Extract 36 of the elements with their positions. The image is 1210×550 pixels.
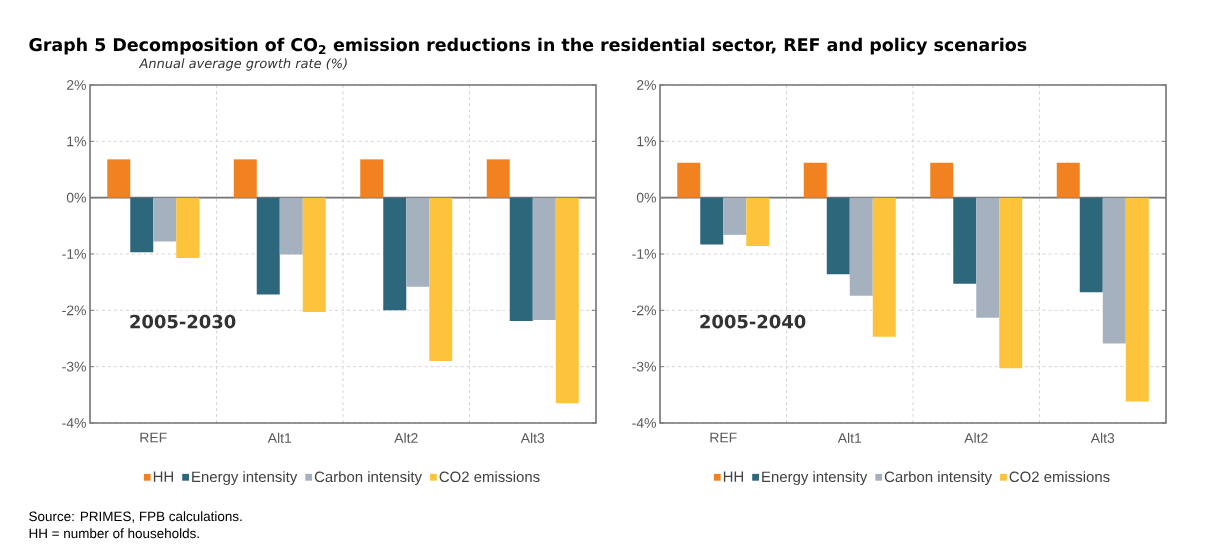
- y-tick-label: -3%: [62, 361, 86, 372]
- legend-label: HH: [723, 471, 744, 482]
- y-tick-label: -2%: [62, 305, 86, 316]
- x-tick-label: REF: [140, 432, 167, 443]
- y-tick-label: -4%: [632, 418, 656, 428]
- y-tick-label: 0%: [636, 192, 656, 203]
- y-tick-label: -1%: [632, 249, 656, 259]
- chart-subtitle: Annual average growth rate (%): [138, 58, 347, 71]
- legend-label: Energy intensity: [762, 471, 868, 486]
- legend-label: Carbon intensity: [314, 471, 422, 486]
- y-tick-label: -3%: [632, 361, 656, 372]
- y-tick-label: 2%: [67, 80, 86, 90]
- y-tick-label: 2%: [637, 80, 656, 90]
- x-tick-label: Alt3: [520, 432, 545, 444]
- legend-label: CO2 emissions: [1009, 471, 1110, 483]
- y-tick-label: -1%: [62, 249, 86, 259]
- x-tick-label: Alt1: [837, 432, 862, 443]
- x-tick-label: Alt3: [1090, 432, 1115, 444]
- y-tick-label: 1%: [67, 136, 86, 147]
- legend-label: Energy intensity: [192, 471, 298, 486]
- chart-title: Graph 5 Decomposition of CO$_{2}$ emission reductions in the residential sector, REF and policy scenarios: [29, 37, 1027, 55]
- x-tick-label: REF: [710, 432, 737, 443]
- legend-label: CO2 emissions: [439, 471, 540, 483]
- legend-label: Carbon intensity: [884, 471, 993, 486]
- text: HH = number of households.: [29, 528, 199, 539]
- x-tick-label: Alt2: [394, 432, 418, 443]
- y-tick-label: 0%: [66, 192, 86, 203]
- x-tick-label: Alt1: [267, 432, 292, 443]
- annotation: 2005-2040: [700, 314, 806, 329]
- y-tick-label: -4%: [62, 418, 86, 428]
- annotation: 2005-2030: [130, 314, 236, 329]
- legend-label: HH: [153, 471, 173, 482]
- source-note: Source: PRIMES, FPB calculations.: [29, 511, 242, 523]
- y-tick-label: -2%: [632, 305, 656, 316]
- y-tick-label: 1%: [637, 136, 656, 147]
- x-tick-label: Alt2: [964, 432, 988, 443]
